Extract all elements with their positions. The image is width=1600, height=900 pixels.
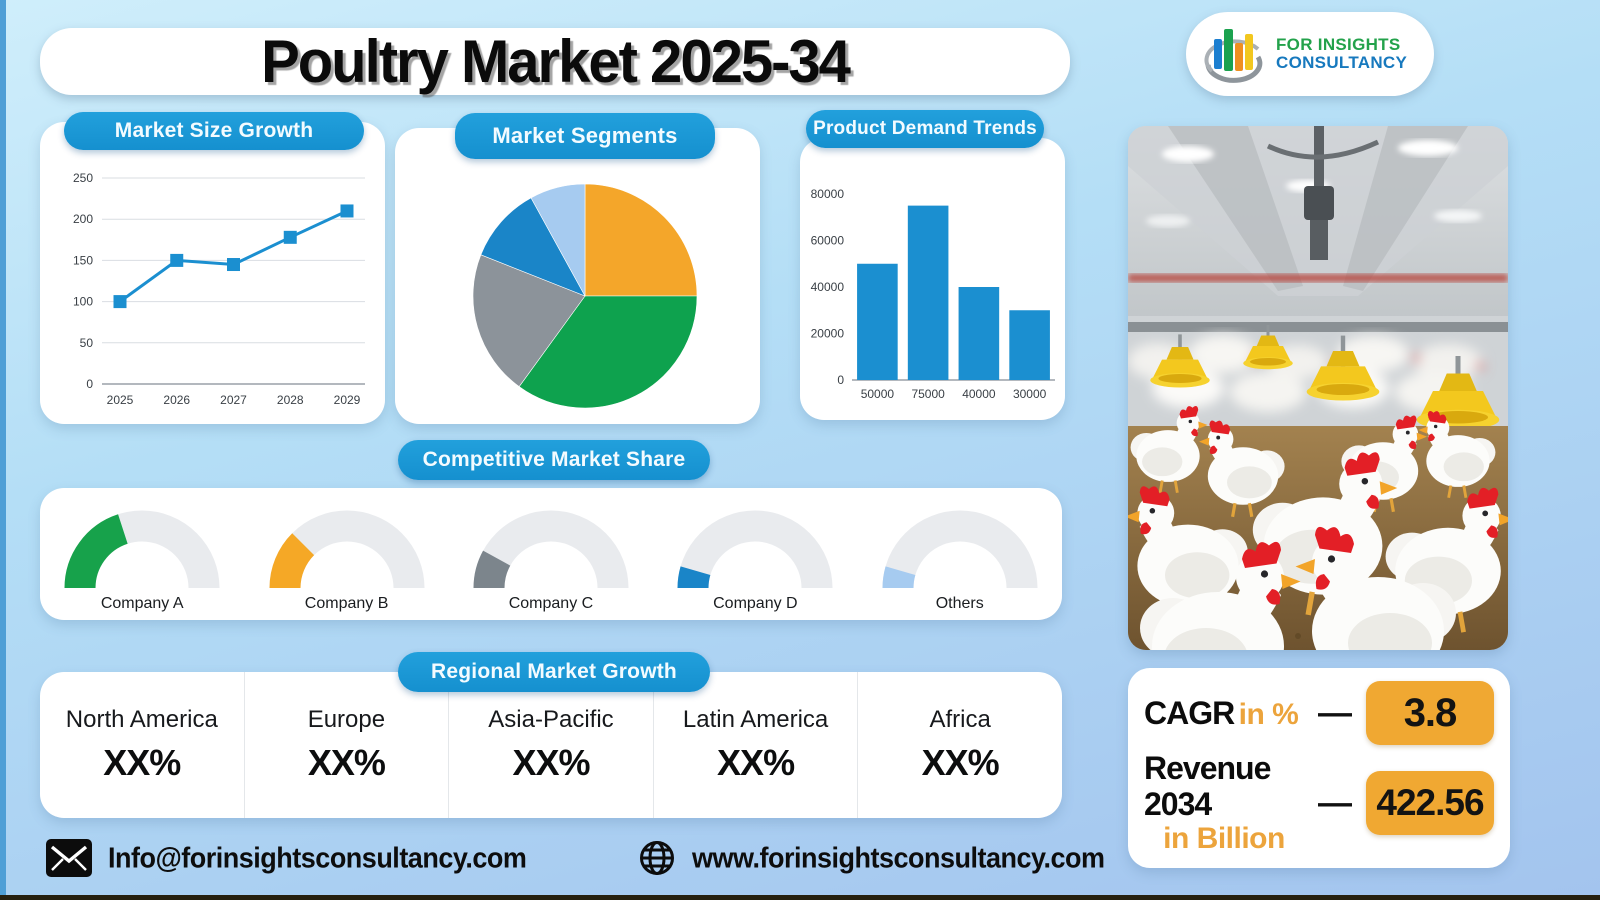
company-logo: FOR INSIGHTS CONSULTANCY [1186,12,1434,96]
gauge-arc [882,510,1038,589]
competitive-market-share-header: Competitive Market Share [398,440,710,480]
svg-text:100: 100 [73,295,93,309]
gauge-company-c: Company C [453,496,648,613]
svg-text:50: 50 [80,336,94,350]
logo-text: FOR INSIGHTS CONSULTANCY [1276,36,1407,72]
region-name: Africa [929,706,991,733]
svg-text:40000: 40000 [962,387,996,401]
gauge-company-b: Company B [249,496,444,613]
region-north-america: North America XX% [40,672,245,818]
svg-text:80000: 80000 [811,187,845,201]
globe-icon [640,841,674,875]
gauge-arc [677,510,833,589]
region-value: XX% [307,742,386,783]
region-name: Asia-Pacific [488,706,614,733]
dash: — [1318,693,1352,732]
region-value: XX% [921,742,1000,783]
region-africa: Africa XX% [858,672,1062,818]
bar-chart: 0 20000 40000 60000 80000 50000 75000 40000 3000… [811,187,1055,401]
svg-text:50000: 50000 [861,387,895,401]
gauge-arc [64,510,220,589]
cagr-label-main: CAGR [1144,694,1235,731]
gauge-others: Others [862,496,1057,613]
gauge-label: Company B [304,595,389,612]
gauge-label: Company C [508,595,594,612]
region-asia-pacific: Asia-Pacific XX% [449,672,654,818]
market-segments-header: Market Segments [455,113,715,159]
product-demand-trends-card: 0 20000 40000 60000 80000 50000 75000 40000 3000… [800,138,1065,420]
svg-text:2028: 2028 [277,393,304,407]
logo-line1: FOR INSIGHTS [1276,35,1401,55]
gauge-arc [269,510,425,589]
revenue-label-unit: in Billion [1163,821,1285,855]
competitive-market-share-card: Company A Company B Company C Company D … [40,488,1062,620]
region-europe: Europe XX% [245,672,450,818]
region-name: North America [65,706,218,733]
region-name: Latin America [682,706,829,733]
poultry-farm-photo [1128,126,1508,650]
svg-text:2029: 2029 [334,393,361,407]
title-banner: Poultry Market 2025-34 [40,28,1070,95]
gauge-arc [473,510,629,589]
svg-text:40000: 40000 [811,280,845,294]
svg-text:0: 0 [837,373,844,387]
svg-text:2027: 2027 [220,393,247,407]
website-text[interactable]: www.forinsightsconsultancy.com [692,841,1105,874]
key-stats-card: CAGR in % — 3.8 Revenue 2034 in Billion … [1128,668,1510,868]
svg-text:0: 0 [86,377,93,391]
gauge-company-d: Company D [658,496,853,613]
region-latin-america: Latin America XX% [654,672,859,818]
svg-text:150: 150 [73,253,93,267]
cagr-label: CAGR in % [1144,694,1304,731]
svg-text:30000: 30000 [1013,387,1047,401]
svg-text:250: 250 [73,171,93,185]
product-demand-trends-header: Product Demand Trends [806,110,1044,148]
market-size-growth-header: Market Size Growth [64,112,364,150]
cagr-row: CAGR in % — 3.8 [1144,681,1494,746]
svg-text:200: 200 [73,212,93,226]
market-segments-card [395,128,760,424]
page-title: Poultry Market 2025-34 [261,27,851,96]
svg-text:60000: 60000 [811,234,845,248]
footer-email[interactable]: Info@forinsightsconsultancy.com [46,836,527,880]
revenue-row: Revenue 2034 in Billion — 422.56 [1144,750,1494,855]
gauge-label: Others [935,595,984,612]
revenue-label: Revenue 2034 in Billion [1144,750,1304,855]
bottom-border-strip [0,895,1600,900]
region-value: XX% [103,742,181,783]
logo-bar-chart-icon [1204,29,1263,83]
svg-text:75000: 75000 [911,387,945,401]
svg-text:20000: 20000 [811,327,845,341]
region-name: Europe [307,706,386,733]
gauge-label: Company D [713,595,798,612]
region-value: XX% [717,742,795,783]
pie-chart [472,183,698,409]
cagr-label-unit: in % [1238,697,1299,731]
email-text[interactable]: Info@forinsightsconsultancy.com [108,841,527,874]
regional-market-growth-header: Regional Market Growth [398,652,710,692]
footer-website[interactable]: www.forinsightsconsultancy.com [638,836,1105,880]
poultry-farm-illustration [1128,126,1508,650]
revenue-label-main: Revenue 2034 [1144,750,1271,822]
svg-text:2026: 2026 [163,393,190,407]
left-border-strip [0,0,6,900]
logo-line2: CONSULTANCY [1276,53,1408,72]
cagr-value-badge: 3.8 [1366,681,1494,746]
mail-icon [46,839,92,877]
line-chart: 0 50 100 150 200 250 2025 2026 2027 2028 2029 [73,171,365,407]
market-size-growth-card: 0 50 100 150 200 250 2025 2026 2027 2028 2029 [40,122,385,424]
dash: — [1318,783,1352,822]
gauge-label: Company A [100,595,184,612]
gauge-company-a: Company A [45,496,240,613]
region-value: XX% [512,742,590,783]
svg-text:2025: 2025 [107,393,134,407]
revenue-value-badge: 422.56 [1366,771,1494,836]
regional-market-growth-card: North America XX% Europe XX% Asia-Pacifi… [40,672,1062,818]
